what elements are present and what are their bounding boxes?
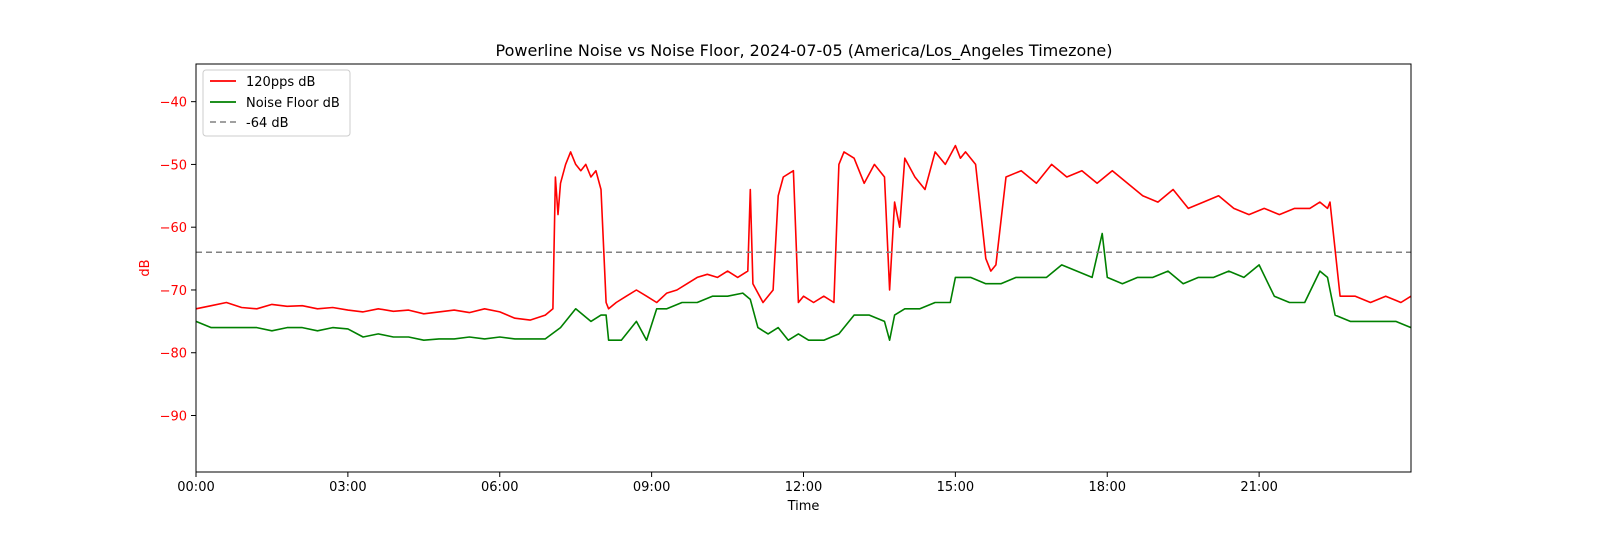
y-tick-label: −50 [160, 158, 187, 173]
y-tick-label: −70 [160, 284, 187, 299]
legend-label-noise-floor: Noise Floor dB [246, 96, 340, 111]
y-axis: −40 −50 −60 −70 −80 −90 [160, 96, 196, 425]
y-axis-label: dB [138, 259, 153, 276]
chart-title: Powerline Noise vs Noise Floor, 2024-07-… [496, 41, 1113, 61]
legend-label-threshold: -64 dB [246, 116, 289, 131]
series-line-120pps-db [195, 144, 1412, 321]
y-tick-label: −40 [160, 96, 187, 111]
x-axis-label: Time [787, 499, 820, 514]
series-layer [195, 144, 1412, 342]
x-tick-label: 00:00 [177, 480, 214, 495]
y-tick-label: −60 [160, 221, 187, 236]
y-tick-label: −80 [160, 347, 187, 362]
legend-box [202, 69, 351, 137]
x-tick-label: 21:00 [1240, 480, 1277, 495]
x-tick-label: 06:00 [481, 480, 518, 495]
plot-background [196, 64, 1411, 472]
legend: 120pps dB Noise Floor dB -64 dB [202, 69, 351, 137]
x-tick-label: 09:00 [633, 480, 670, 495]
x-axis: 00:00 03:00 06:00 09:00 12:00 15:00 18:00 21:00 [177, 472, 1278, 495]
x-tick-label: 15:00 [937, 480, 974, 495]
x-tick-label: 03:00 [329, 480, 366, 495]
y-tick-label: −90 [160, 410, 187, 425]
series-line-noise-floor-db [195, 232, 1412, 342]
legend-label-120pps: 120pps dB [246, 75, 315, 90]
plot-area [195, 63, 1412, 473]
x-tick-label: 12:00 [785, 480, 822, 495]
x-tick-label: 18:00 [1089, 480, 1126, 495]
